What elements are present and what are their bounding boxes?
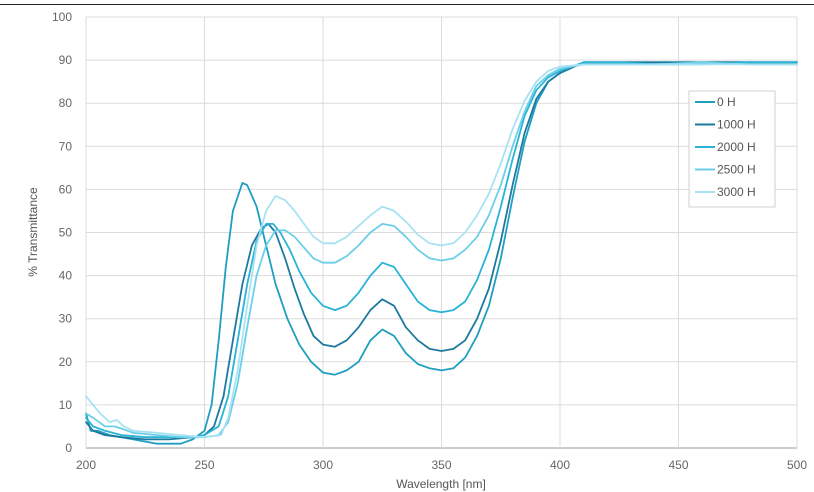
legend-entry: 0 H [717,95,736,109]
series-line-2000h [85,61,798,439]
y-tick-label: 10 [59,398,73,412]
y-tick-label: 20 [59,355,73,369]
top-rule [0,4,814,5]
x-tick-label: 300 [313,458,333,472]
x-tick-label: 250 [194,458,214,472]
y-tick-label: 90 [59,53,73,67]
y-tick-label: 30 [59,312,73,326]
x-tick-label: 450 [668,458,688,472]
y-tick-label: 0 [65,441,72,455]
x-tick-label: 200 [76,458,96,472]
y-tick-label: 80 [59,96,73,110]
x-tick-label: 350 [431,458,451,472]
legend-entry: 2500 H [717,163,756,177]
legend-entry: 3000 H [717,185,756,199]
x-tick-label: 500 [787,458,807,472]
axes: 0 10 20 30 40 50 60 70 80 90 100 200 250 300 350 400 450… [52,10,807,472]
y-tick-label: 60 [59,182,73,196]
legend-box [688,90,776,208]
x-axis-label: Wavelength [nm] [396,477,486,491]
y-axis-label: % Transmittance [26,187,40,277]
legend-entry: 2000 H [717,140,756,154]
series-line-0h [85,61,798,445]
series-line-1000h [85,61,798,441]
y-tick-label: 50 [59,226,73,240]
y-tick-label: 40 [59,269,73,283]
x-tick-label: 400 [550,458,570,472]
series-layer [85,61,798,445]
y-tick-label: 100 [52,10,72,24]
grid [85,16,798,449]
y-tick-label: 70 [59,139,73,153]
legend: 0 H 1000 H 2000 H 2500 H 3000 H [688,90,776,208]
legend-entry: 1000 H [717,118,756,132]
series-line-3000h [85,63,798,439]
